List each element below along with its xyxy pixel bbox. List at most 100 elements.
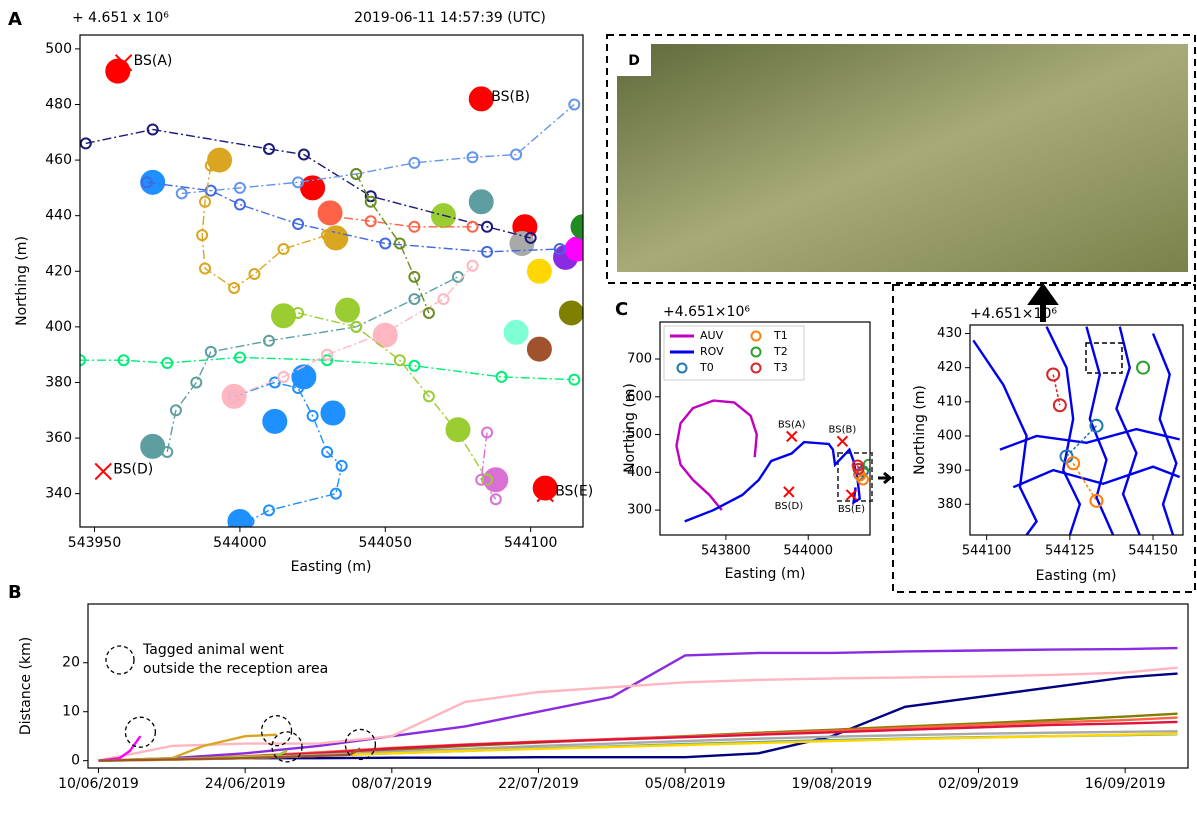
x-tick-label: 544125 [1045,544,1095,559]
x-tick-label: 544000 [213,535,266,551]
y-tick-label: 380 [45,374,72,390]
cluster [558,300,583,326]
x-tick-label: 543800 [701,544,751,559]
marker [857,473,869,486]
annotation: 2019-06-11 14:57:39 (UTC) [354,10,546,26]
marker [524,231,537,244]
station-label: BS(E) [555,484,593,500]
legend-swatch [676,362,688,374]
axes-frame [79,34,584,528]
series-line [1045,326,1082,535]
y-tick-label: 420 [45,263,72,279]
photo-frame [606,34,1196,284]
marker [1136,360,1151,375]
cluster [323,225,349,251]
exit-marker [344,728,377,761]
y-tick-label: 0 [71,753,80,769]
marker [481,220,494,233]
y-tick-label: 430 [937,326,962,341]
marker [350,320,363,333]
station-label: BS(D) [113,461,153,477]
legend-swatch [750,362,762,374]
series-link [1065,425,1098,457]
marker [228,281,241,294]
marker [862,458,870,471]
cluster [262,408,288,434]
exit-marker [124,716,157,748]
station [845,489,858,501]
arrow [878,471,893,485]
plot-area [972,326,1181,535]
marker [481,245,494,258]
marker [1066,456,1081,471]
photo-label-box [617,44,651,76]
station-label: BS(A) [134,53,173,69]
station [536,484,554,503]
y-tick-label: 380 [937,497,962,512]
x-tick-label: 544050 [359,535,412,551]
offset-label: +4.651×10⁶ [970,306,1057,322]
marker [233,181,246,194]
x-tick-label: 544150 [1128,544,1178,559]
marker [422,390,435,403]
marker [146,123,159,136]
marker [408,156,421,169]
series-line [98,735,142,762]
marker [489,493,502,506]
series-link [1072,462,1098,502]
marker [199,195,212,208]
legend-label: T3 [773,361,788,374]
y-tick-label: 600 [627,389,652,404]
marker [379,326,392,339]
y-tick-label: 10 [62,704,80,720]
exit-marker [271,731,303,763]
marker [297,148,310,161]
marker [350,167,363,180]
marker [190,376,203,389]
cluster [564,236,583,262]
marker [466,220,479,233]
y-tick-label: 340 [45,486,72,502]
x-tick-label: 543950 [68,535,121,551]
legend-swatch [750,330,762,342]
legend-label: ROV [700,345,724,358]
marker [292,306,305,319]
station [94,462,112,481]
x-tick-label: 02/09/2019 [938,776,1019,792]
annotation: outside the reception area [143,661,328,677]
marker [199,262,212,275]
series-line [181,103,575,195]
series-line [233,381,343,523]
cluster [105,58,131,84]
marker [481,426,494,439]
marker [262,334,275,347]
cluster [483,467,509,493]
y-tick-label: 480 [45,96,72,112]
marker [393,237,406,250]
x-tick-label: 08/07/2019 [351,776,432,792]
x-tick-label: 544100 [504,535,557,551]
marker [321,348,334,361]
series-line [297,312,488,481]
marker [321,229,334,242]
marker [408,359,421,372]
y-tick-label: 500 [45,41,72,57]
marker [80,354,86,367]
marker [408,270,421,283]
legend-label: T1 [773,329,788,342]
cluster [334,297,360,323]
marker [364,195,377,208]
marker [329,487,342,500]
station-label: BS(B) [491,89,530,105]
series-line [355,173,430,314]
marker [451,270,464,283]
cluster [570,214,583,240]
cluster [140,433,166,459]
marker [475,473,488,486]
axes-frame [659,321,871,536]
marker [306,409,319,422]
series-link [856,465,860,470]
cluster [317,200,343,226]
marker [1046,367,1061,382]
marker [364,215,377,228]
